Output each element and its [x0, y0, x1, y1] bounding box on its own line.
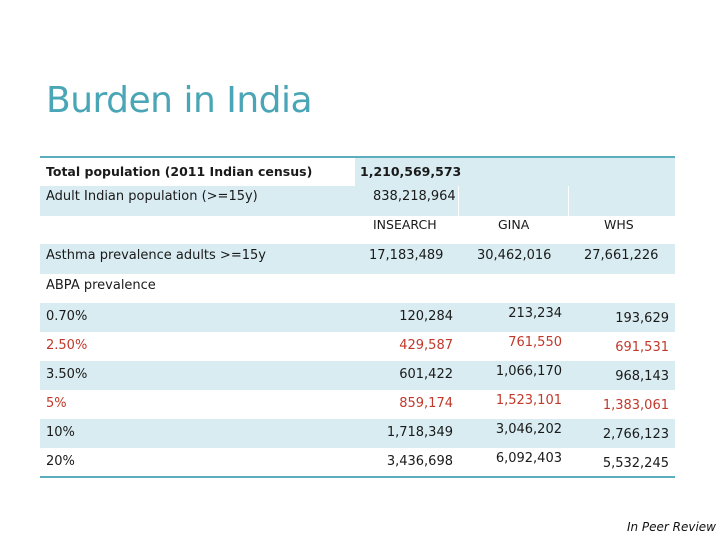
abpa-insearch: 859,174: [399, 396, 453, 411]
abpa-prevalence-label: ABPA prevalence: [46, 278, 156, 293]
row-divider: [458, 186, 459, 216]
slide-title: Burden in India: [46, 80, 313, 121]
abpa-rate: 5%: [46, 396, 67, 411]
abpa-whs: 5,532,245: [602, 456, 669, 471]
table-column-headers: INSEARCH GINA WHS: [40, 214, 675, 240]
abpa-whs: 968,143: [615, 369, 669, 384]
row-shade: [40, 419, 675, 448]
row-divider: [568, 186, 569, 216]
adult-population-value: 838,218,964: [373, 189, 456, 204]
abpa-gina: 1,066,170: [495, 364, 562, 379]
abpa-insearch: 429,587: [399, 338, 453, 353]
abpa-gina: 6,092,403: [495, 451, 562, 466]
abpa-insearch: 1,718,349: [386, 425, 453, 440]
abpa-whs: 691,531: [615, 340, 669, 355]
total-population-value: 1,210,569,573: [360, 164, 462, 179]
table-row: 10% 1,718,349 3,046,202 2,766,123: [40, 419, 675, 448]
total-population-label: Total population (2011 Indian census): [46, 164, 313, 179]
abpa-gina: 761,550: [508, 335, 562, 350]
column-header-gina: GINA: [498, 217, 530, 232]
footer-note: In Peer Review: [626, 520, 716, 534]
row-shade: [40, 303, 675, 332]
abpa-rate: 20%: [46, 454, 75, 469]
abpa-rate: 2.50%: [46, 338, 88, 353]
asthma-gina: 30,462,016: [477, 248, 552, 263]
table-row: 5% 859,174 1,523,101 1,383,061: [40, 390, 675, 419]
asthma-label: Asthma prevalence adults >=15y: [46, 248, 266, 263]
column-header-insearch: INSEARCH: [373, 217, 437, 232]
table-top-rule: [40, 156, 675, 158]
adult-population-label: Adult Indian population (>=15y): [46, 189, 258, 204]
abpa-whs: 1,383,061: [602, 398, 669, 413]
abpa-whs: 193,629: [615, 311, 669, 326]
column-header-whs: WHS: [604, 217, 634, 232]
row-shade: [355, 158, 675, 186]
abpa-whs: 2,766,123: [602, 427, 669, 442]
asthma-whs: 27,661,226: [584, 248, 659, 263]
table-row-abpa-heading: ABPA prevalence: [40, 272, 675, 302]
row-shade: [40, 186, 675, 216]
abpa-rate: 10%: [46, 425, 75, 440]
abpa-gina: 213,234: [508, 306, 562, 321]
table-row-adult-population: Adult Indian population (>=15y) 838,218,…: [40, 186, 675, 216]
table-row-total-population: Total population (2011 Indian census) 1,…: [40, 158, 675, 186]
abpa-insearch: 3,436,698: [386, 454, 453, 469]
abpa-insearch: 120,284: [399, 309, 453, 324]
table-row: 0.70% 120,284 213,234 193,629: [40, 303, 675, 332]
row-shade: [40, 361, 675, 390]
table-bottom-rule: [40, 476, 675, 478]
abpa-insearch: 601,422: [399, 367, 453, 382]
row-shade: [40, 244, 675, 274]
abpa-rate: 3.50%: [46, 367, 88, 382]
table-row: 2.50% 429,587 761,550 691,531: [40, 332, 675, 361]
table-row: 3.50% 601,422 1,066,170 968,143: [40, 361, 675, 390]
table-row: 20% 3,436,698 6,092,403 5,532,245: [40, 448, 675, 476]
abpa-rate: 0.70%: [46, 309, 88, 324]
table-row-asthma: Asthma prevalence adults >=15y 17,183,48…: [40, 244, 675, 274]
asthma-insearch: 17,183,489: [369, 248, 444, 263]
abpa-gina: 3,046,202: [495, 422, 562, 437]
abpa-gina: 1,523,101: [495, 393, 562, 408]
